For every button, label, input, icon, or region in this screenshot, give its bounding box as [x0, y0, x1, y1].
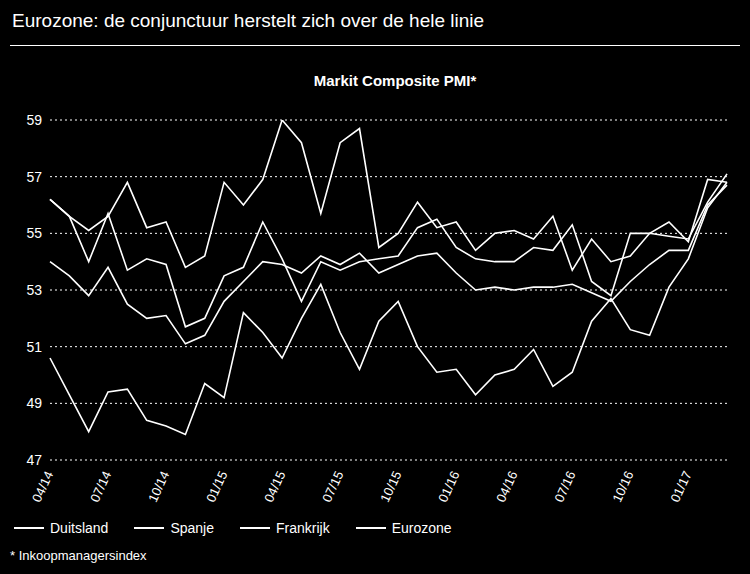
svg-text:01/17: 01/17 [667, 469, 694, 505]
svg-text:07/14: 07/14 [87, 469, 114, 505]
svg-text:10/15: 10/15 [377, 469, 404, 505]
svg-text:04/16: 04/16 [493, 469, 520, 505]
html-text:Eurozone: de conjunctuur herst: Eurozone: de conjunctuur herstelt zich o… [12, 10, 485, 31]
svg-text:07/15: 07/15 [319, 469, 346, 505]
svg-text:01/16: 01/16 [435, 469, 462, 505]
svg-text:59: 59 [26, 112, 42, 128]
svg-text:04/14: 04/14 [29, 469, 56, 505]
html-text:Frankrijk: Frankrijk [276, 520, 330, 536]
svg-text:01/15: 01/15 [203, 469, 230, 505]
svg-text:53: 53 [26, 282, 42, 298]
html-text:* Inkoopmanagersindex: * Inkoopmanagersindex [10, 548, 147, 563]
html-text:Eurozone: Eurozone [391, 520, 452, 536]
html-text:Duitsland: Duitsland [50, 520, 109, 536]
svg-text:07/16: 07/16 [551, 469, 578, 505]
svg-text:10/14: 10/14 [145, 469, 172, 505]
svg-text:04/15: 04/15 [261, 469, 288, 505]
svg-text:57: 57 [26, 169, 42, 185]
svg-text:51: 51 [26, 339, 42, 355]
html-text:Markit Composite PMI*: Markit Composite PMI* [313, 72, 477, 89]
svg-text:47: 47 [26, 452, 42, 468]
svg-text:10/16: 10/16 [609, 469, 636, 505]
html-text:Spanje: Spanje [170, 520, 214, 536]
svg-text:49: 49 [26, 395, 42, 411]
svg-text:55: 55 [26, 225, 42, 241]
